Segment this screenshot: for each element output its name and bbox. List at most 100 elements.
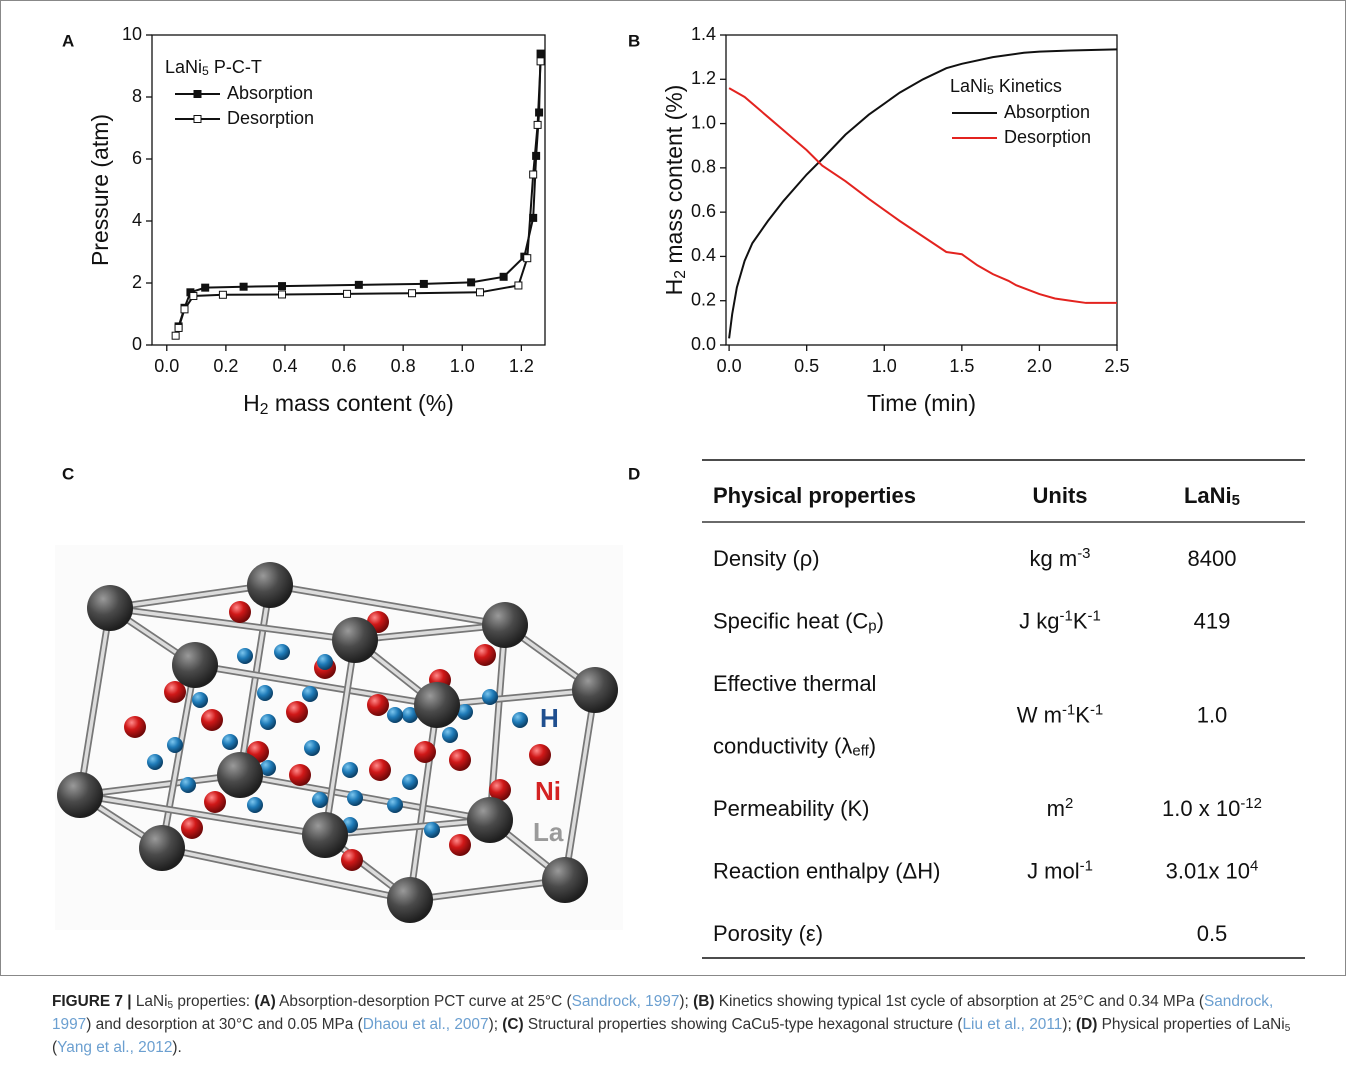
- la-atom: [139, 825, 185, 871]
- table-cell: J mol-1: [1027, 858, 1093, 884]
- h-atom: [312, 792, 328, 808]
- caption-text: LaNi: [131, 993, 168, 1010]
- table-cell-part: -1: [1088, 608, 1101, 625]
- table-cell: conductivity (λeff): [713, 733, 876, 759]
- bond: [160, 663, 197, 850]
- bond: [78, 773, 242, 797]
- data-point: [475, 288, 484, 297]
- table-cell: LaNi5: [1184, 483, 1240, 509]
- x-axis-label-part: 2: [260, 401, 269, 418]
- table-cell-part: Physical properties: [713, 483, 916, 508]
- table-cell: 1.0: [1197, 702, 1228, 727]
- y-tick-label: 2: [132, 272, 142, 292]
- ni-atom: [449, 834, 471, 856]
- ni-atom: [474, 644, 496, 666]
- ni-atom: [181, 817, 203, 839]
- ni-atom: [414, 741, 436, 763]
- table-cell-part: -1: [1062, 702, 1075, 719]
- x-tick-label: 1.0: [450, 356, 475, 376]
- table-cell-part: W m: [1017, 702, 1062, 727]
- table-cell-part: 1.0: [1197, 702, 1228, 727]
- table-cell-part: -1: [1090, 702, 1103, 719]
- atom-label: Ni: [535, 776, 561, 806]
- bond: [323, 638, 357, 837]
- data-point: [408, 289, 417, 298]
- legend-label: Desorption: [1004, 127, 1091, 147]
- legend-title: LaNi5 Kinetics: [950, 76, 1062, 97]
- la-atom: [247, 562, 293, 608]
- citation-link[interactable]: Dhaou et al., 2007: [362, 1016, 489, 1033]
- table-cell-part: Effective thermal: [713, 671, 876, 696]
- h-atom: [274, 644, 290, 660]
- bond: [78, 606, 112, 797]
- caption-text: );: [679, 993, 694, 1010]
- atom-label: La: [533, 817, 564, 847]
- table-cell-part: -1: [1060, 608, 1073, 625]
- table-cell-part: eff: [852, 743, 869, 760]
- data-point: [239, 282, 248, 291]
- y-axis-label-part: H: [661, 279, 687, 296]
- la-atom: [172, 642, 218, 688]
- caption: FIGURE 7 | LaNi5 properties: (A) Absorpt…: [52, 990, 1302, 1059]
- caption-text: );: [488, 1016, 503, 1033]
- table-cell-part: Specific heat (C: [713, 608, 868, 633]
- la-atom: [467, 797, 513, 843]
- table-cell: Specific heat (Cp): [713, 608, 884, 634]
- la-atom: [87, 585, 133, 631]
- table-cell-part: K: [1075, 702, 1090, 727]
- y-tick-label: 8: [132, 86, 142, 106]
- h-atom: [424, 822, 440, 838]
- h-atom: [387, 707, 403, 723]
- bond: [408, 703, 439, 902]
- data-point: [218, 290, 227, 299]
- table-cell-part: 5: [1232, 492, 1240, 509]
- caption-text: Physical properties of LaNi: [1097, 1016, 1285, 1033]
- table-cell: 0.5: [1197, 921, 1228, 946]
- citation-link[interactable]: Yang et al., 2012: [57, 1039, 173, 1056]
- citation-link[interactable]: Sandrock, 1997: [52, 993, 1274, 1033]
- x-tick-label: 0.6: [332, 356, 357, 376]
- ni-atom: [164, 681, 186, 703]
- data-line: [728, 48, 1118, 339]
- table-cell: Density (ρ): [713, 546, 820, 571]
- ni-atom: [229, 601, 251, 623]
- h-atom: [512, 712, 528, 728]
- citation-link[interactable]: Liu et al., 2011: [962, 1016, 1063, 1033]
- caption-text: FIGURE 7 |: [52, 993, 132, 1010]
- h-atom: [180, 777, 196, 793]
- table-cell: m2: [1047, 795, 1074, 821]
- table-cell-part: ): [877, 608, 884, 633]
- la-atom: [217, 752, 263, 798]
- table-cell-part: -12: [1240, 795, 1262, 812]
- panel-label: C: [62, 464, 74, 483]
- data-point: [343, 289, 352, 298]
- citation-link[interactable]: Sandrock, 1997: [571, 993, 680, 1010]
- caption-text: properties:: [173, 993, 255, 1010]
- bond: [108, 583, 272, 610]
- table-cell: W m-1K-1: [1017, 702, 1103, 728]
- y-tick-label: 0.2: [691, 289, 716, 309]
- data-point: [529, 170, 538, 179]
- y-axis-label-part: mass content (%): [661, 85, 687, 270]
- caption-text: ) and desorption at 30°C and 0.05 MPa (: [86, 1016, 363, 1033]
- plot-frame: [151, 34, 546, 346]
- table-cell: Units: [1033, 483, 1088, 508]
- ni-atom: [201, 709, 223, 731]
- table-cell-part: J kg: [1019, 608, 1059, 633]
- y-tick-label: 4: [132, 210, 142, 230]
- data-point: [174, 323, 183, 332]
- bond: [78, 793, 327, 837]
- legend-marker: [193, 90, 202, 98]
- x-tick-label: 0.2: [213, 356, 238, 376]
- h-atom: [402, 774, 418, 790]
- x-tick-label: 0.4: [272, 356, 297, 376]
- legend-title-part: 5: [987, 83, 994, 97]
- y-tick-label: 0.6: [691, 201, 716, 221]
- table-cell: Reaction enthalpy (ΔH): [713, 858, 940, 883]
- data-point: [533, 120, 542, 129]
- h-atom: [387, 797, 403, 813]
- table-cell: Permeability (K): [713, 796, 869, 821]
- bond: [563, 688, 597, 882]
- x-tick-label: 2.5: [1104, 356, 1129, 376]
